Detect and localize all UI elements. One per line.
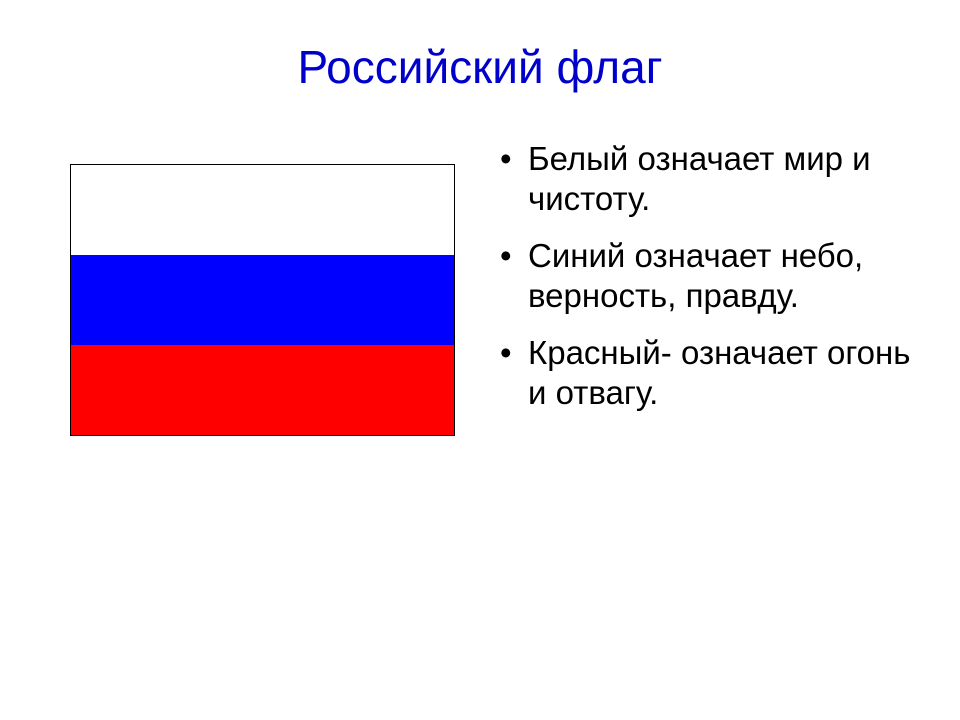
flag-stripe-blue	[71, 255, 454, 345]
bullet-item: Синий означает небо, верность, правду.	[500, 236, 920, 315]
content-row: Белый означает мир и чистоту. Синий озна…	[40, 154, 920, 436]
slide-title: Российский флаг	[40, 40, 920, 94]
bullet-list: Белый означает мир и чистоту. Синий озна…	[485, 139, 920, 431]
flag-graphic	[70, 164, 455, 436]
flag-container	[70, 164, 455, 436]
flag-stripe-white	[71, 165, 454, 255]
bullet-item: Красный- означает огонь и отвагу.	[500, 333, 920, 412]
bullet-item: Белый означает мир и чистоту.	[500, 139, 920, 218]
flag-stripe-red	[71, 345, 454, 435]
slide-container: Российский флаг Белый означает мир и чис…	[0, 0, 960, 720]
